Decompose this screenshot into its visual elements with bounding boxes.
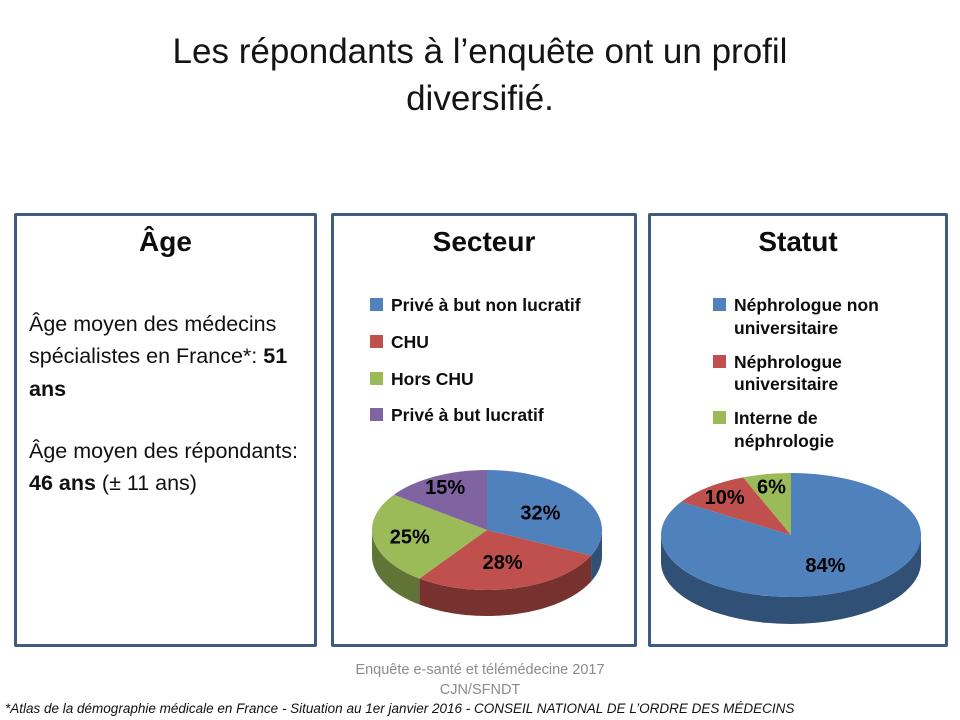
secteur-legend: Privé à but non lucratif CHU Hors CHU Privé… (370, 294, 634, 427)
legend-label: Privé à but lucratif (391, 405, 544, 426)
pie-path (393, 470, 487, 530)
legend-item: Interne de néphrologie (713, 407, 945, 453)
pie-path (743, 473, 791, 535)
footer-survey-line: Enquête e-santé et télémédecine 2017 (355, 662, 605, 678)
statut-card: Statut Néphrologue non universitaire Néph… (648, 213, 948, 647)
footer-org-line: CJN/SFNDT (439, 682, 521, 699)
pie-value-label: 84% (805, 555, 845, 577)
pie-value-label: 15% (425, 477, 465, 499)
legend-label: Néphrologue universitaire (734, 351, 842, 395)
text-segment: Âge moyen des médecins spécialistes en F… (29, 312, 277, 369)
text-segment: (± 11 ans) (95, 471, 197, 495)
legend-swatch-icon (370, 408, 383, 422)
text-segment: Âge moyen des répondants: (29, 438, 298, 463)
pie-path (591, 530, 602, 582)
pie-path (681, 477, 791, 535)
pie-value-label: 6% (757, 476, 786, 498)
legend-swatch-icon (713, 411, 726, 424)
legend-swatch-icon (370, 371, 383, 385)
pie-path (419, 530, 592, 591)
text-segment: 51 ans (29, 344, 288, 401)
legend-swatch-icon (713, 354, 726, 368)
legend-item: CHU (370, 331, 634, 354)
legend-item: Hors CHU (370, 368, 634, 391)
age-card: Âge Âge moyen des médecins spécialistes … (14, 213, 317, 647)
legend-item: Privé à but non lucratif (370, 294, 634, 317)
statut-card-title: Statut (758, 226, 838, 257)
statut-legend: Néphrologue non universitaire Néphrologue… (713, 294, 945, 453)
pie-value-label: 32% (520, 502, 560, 524)
pie-path (419, 555, 592, 617)
age-card-body: Âge moyen des médecins spécialistes en F… (17, 308, 314, 499)
age-card-title: Âge (139, 226, 192, 257)
legend-swatch-icon (713, 298, 726, 311)
legend-label: Interne de néphrologie (734, 408, 835, 451)
legend-swatch-icon (370, 334, 383, 348)
legend-label: CHU (391, 331, 429, 352)
legend-swatch-icon (370, 298, 383, 311)
legend-item: Privé à but lucratif (370, 404, 634, 427)
secteur-card-title: Secteur (432, 226, 536, 257)
legend-label: Privé à but non lucratif (391, 295, 581, 315)
slide-title: Les répondants à l’enquête ont un profil… (172, 32, 788, 119)
legend-label: Néphrologue non universitaire (734, 295, 879, 338)
pie-path (661, 535, 921, 624)
pie-path (487, 470, 603, 556)
footer: Enquête e-santé et télémédecine 2017 CJN… (0, 660, 960, 701)
pie-value-label: 10% (705, 487, 745, 509)
pie-value-label: 25% (390, 526, 430, 548)
legend-label: Hors CHU (391, 368, 474, 389)
text-segment: 46 ans (29, 471, 96, 495)
secteur-pie-chart: 32% 28% 25% 15% (371, 470, 603, 617)
legend-item: Néphrologue universitaire (713, 351, 945, 397)
age-specialists-text: Âge moyen des médecins spécialistes en F… (29, 308, 302, 405)
statut-pie-chart: 84% 10% 6% (661, 473, 922, 624)
pie-path (661, 473, 922, 597)
pie-path (371, 494, 487, 579)
footnote: *Atlas de la démographie médicale en Fra… (5, 701, 795, 716)
pie-path (372, 530, 420, 605)
secteur-card: Secteur Privé à but non lucratif CHU Hors … (331, 213, 637, 647)
age-respondents-text: Âge moyen des répondants: 46 ans (± 11 a… (29, 435, 302, 500)
pie-value-label: 28% (483, 552, 523, 574)
legend-item: Néphrologue non universitaire (713, 294, 945, 340)
